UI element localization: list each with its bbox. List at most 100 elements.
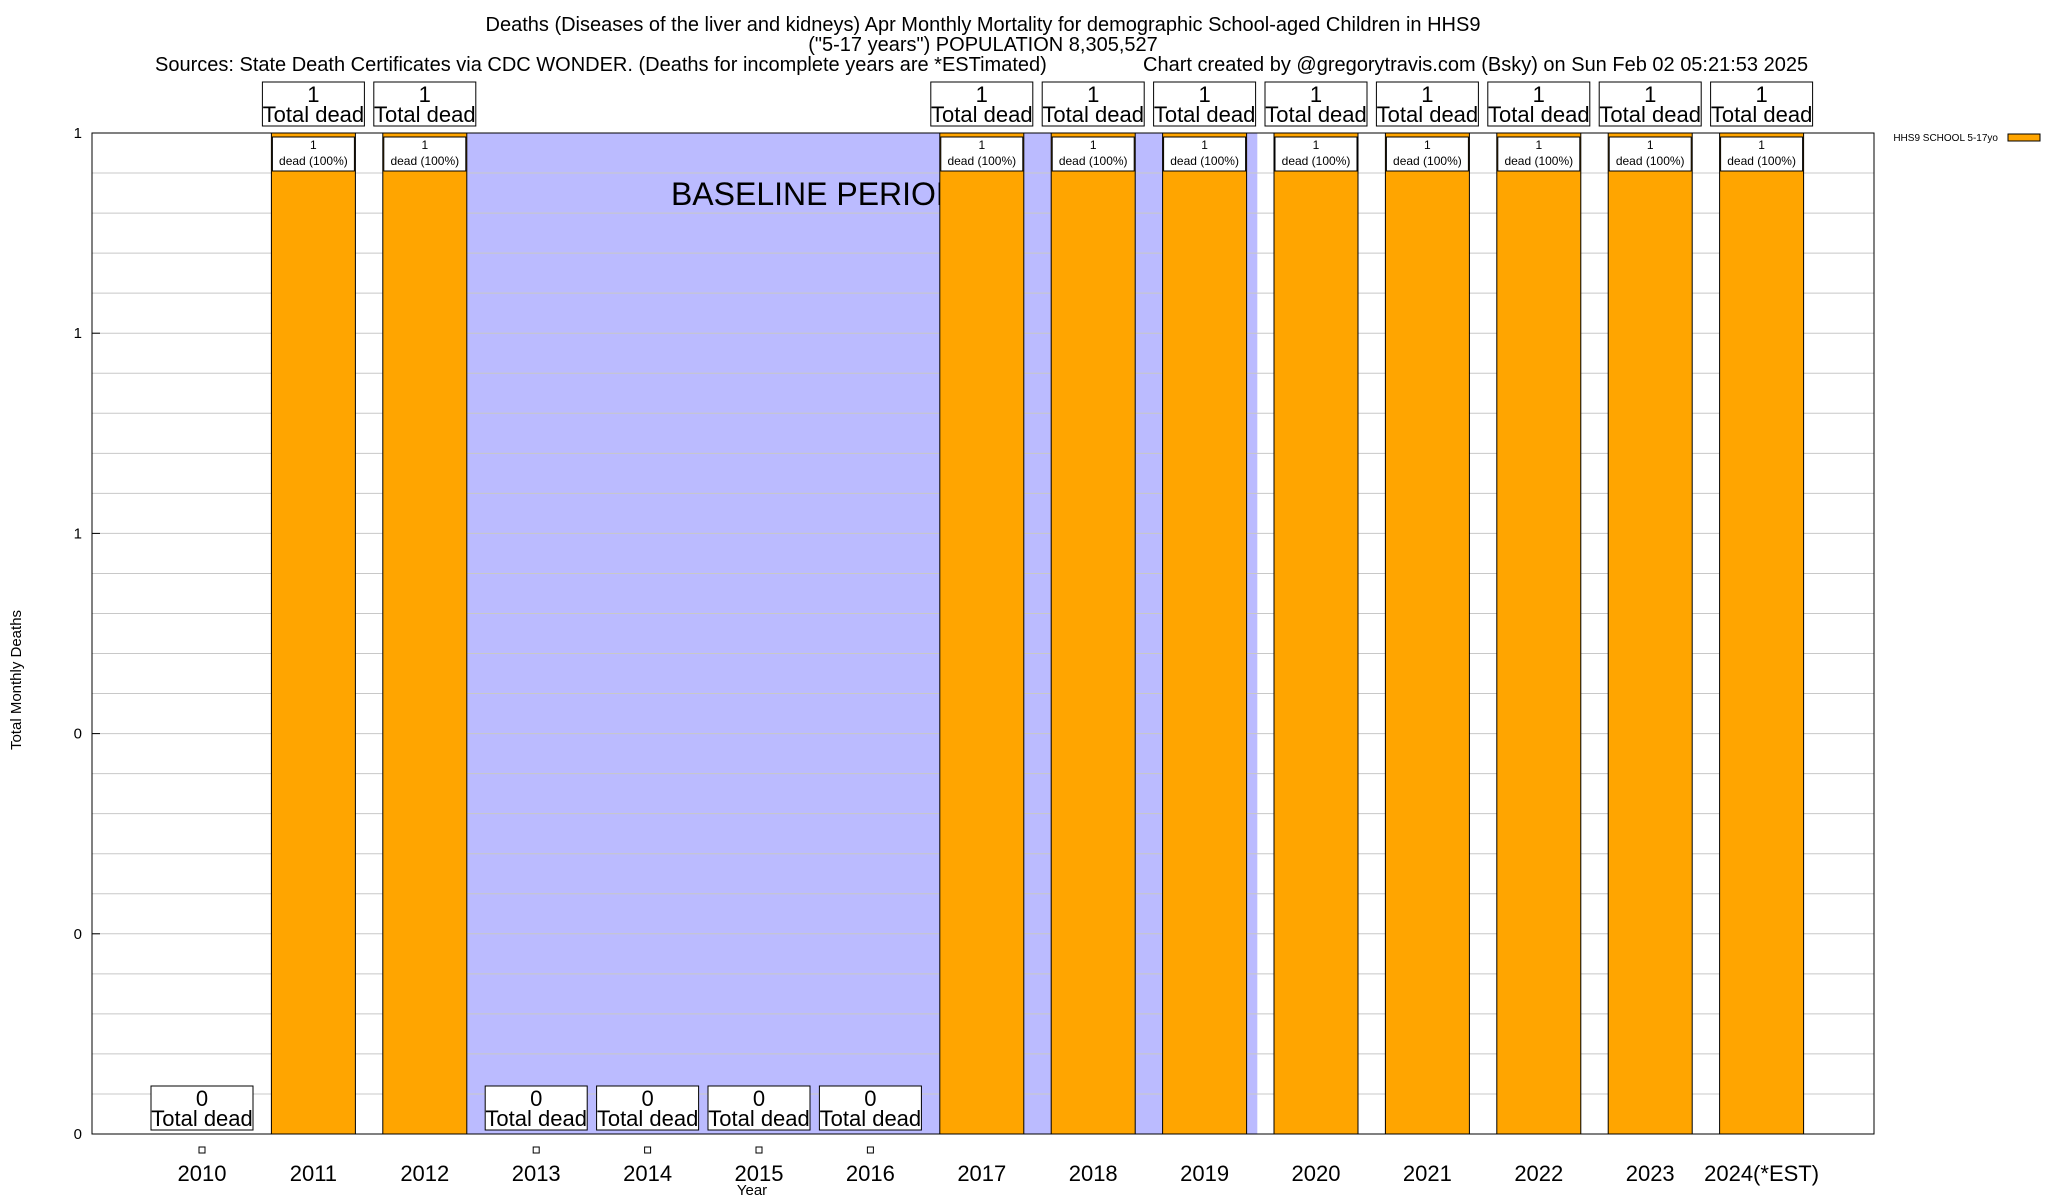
bar-inner-label-box (1385, 136, 1469, 172)
x-tick-label: 2023 (1626, 1161, 1675, 1186)
zero-marker (755, 1146, 763, 1154)
total-label-value: 1 (1755, 82, 1767, 107)
bar-inner-label: dead (100%) (1727, 154, 1796, 168)
x-tick-label: 2012 (400, 1161, 449, 1186)
bar-inner-label: dead (100%) (1059, 154, 1128, 168)
y-tick-label: 0 (74, 926, 82, 943)
total-label-value: 1 (419, 82, 431, 107)
total-label-box (1710, 81, 1814, 127)
total-label-box (150, 1085, 254, 1131)
chart-credit: Chart created by @gregorytravis.com (Bsk… (1143, 54, 1808, 76)
x-tick-label: 2024(*EST) (1704, 1161, 1819, 1186)
bar-inner-label: dead (100%) (279, 154, 348, 168)
x-tick-label: 2018 (1069, 1161, 1118, 1186)
total-label-text: Total dead (263, 102, 365, 127)
bar-inner-label-box (1051, 136, 1135, 172)
total-label-box (1041, 81, 1145, 127)
bar (1719, 132, 1805, 1135)
legend-swatch (2007, 133, 2041, 142)
bar-inner-label-box (940, 136, 1024, 172)
bar-inner-label-box (1163, 136, 1247, 172)
bar-inner-label: dead (100%) (390, 154, 459, 168)
bar-inner-label-box (1497, 136, 1581, 172)
total-label-box (1264, 81, 1368, 127)
bar-inner-value: 1 (1535, 138, 1542, 152)
bar-inner-label: dead (100%) (1504, 154, 1573, 168)
total-label-box (1153, 81, 1257, 127)
bar-inner-label-box (271, 136, 355, 172)
x-tick-label: 2016 (846, 1161, 895, 1186)
bar-inner-value: 1 (421, 138, 428, 152)
chart-subtitle: ("5-17 years") POPULATION 8,305,527 (808, 34, 1158, 56)
bar-inner-label: dead (100%) (1170, 154, 1239, 168)
total-label-box (1598, 81, 1702, 127)
y-tick-label: 0 (74, 726, 82, 743)
total-label-box (1487, 81, 1591, 127)
total-label-box (707, 1085, 811, 1131)
bar-inner-value: 1 (1090, 138, 1097, 152)
total-label-value: 1 (307, 82, 319, 107)
total-label-text: Total dead (597, 1106, 699, 1131)
total-label-text: Total dead (1377, 102, 1479, 127)
chart-title: Deaths (Diseases of the liver and kidney… (486, 14, 1481, 36)
total-label-value: 0 (196, 1086, 208, 1111)
baseline-label: BASELINE PERIOD (671, 176, 959, 212)
bar (939, 132, 1025, 1135)
total-label-text: Total dead (1599, 102, 1701, 127)
bar-inner-value: 1 (1424, 138, 1431, 152)
bar-inner-label-box (1720, 136, 1804, 172)
bar-inner-label: dead (100%) (1282, 154, 1351, 168)
zero-marker (866, 1146, 874, 1154)
total-label-text: Total dead (485, 1106, 587, 1131)
total-label-text: Total dead (374, 102, 476, 127)
y-tick-label: 1 (74, 125, 82, 142)
total-label-value: 1 (1533, 82, 1545, 107)
x-tick-label: 2010 (178, 1161, 227, 1186)
bar-inner-label: dead (100%) (1616, 154, 1685, 168)
total-label-box (373, 81, 477, 127)
total-label-value: 1 (976, 82, 988, 107)
bar (1384, 132, 1470, 1135)
y-tick-label: 0 (74, 1126, 82, 1143)
total-label-value: 0 (753, 1086, 765, 1111)
bar-inner-label-box (1274, 136, 1358, 172)
total-label-text: Total dead (1488, 102, 1590, 127)
bar-inner-value: 1 (1201, 138, 1208, 152)
total-label-text: Total dead (1265, 102, 1367, 127)
total-label-box (818, 1085, 922, 1131)
total-label-text: Total dead (931, 102, 1033, 127)
y-tick-label: 1 (74, 325, 82, 342)
bar-inner-label: dead (100%) (947, 154, 1016, 168)
bar-inner-label-box (1608, 136, 1692, 172)
x-tick-label: 2013 (512, 1161, 561, 1186)
bar (1162, 132, 1248, 1135)
x-tick-label: 2021 (1403, 1161, 1452, 1186)
total-label-box (930, 81, 1034, 127)
title-group: Deaths (Diseases of the liver and kidney… (155, 14, 1808, 76)
total-label-text: Total dead (1154, 102, 1256, 127)
x-tick-label: 2015 (735, 1161, 784, 1186)
bar-inner-value: 1 (1313, 138, 1320, 152)
plot-border (91, 132, 1875, 1135)
bar-inner-value: 1 (1758, 138, 1765, 152)
zero-marker (532, 1146, 540, 1154)
zero-marker (644, 1146, 652, 1154)
total-label-value: 1 (1087, 82, 1099, 107)
total-label-value: 0 (641, 1086, 653, 1111)
bar (382, 132, 468, 1135)
bar (1050, 132, 1136, 1135)
chart-source: Sources: State Death Certificates via CD… (155, 54, 1047, 76)
y-tick-label: 1 (74, 525, 82, 542)
x-tick-label: 2017 (957, 1161, 1006, 1186)
total-label-box (1375, 81, 1479, 127)
x-tick-label: 2011 (290, 1161, 337, 1186)
total-label-box (596, 1085, 700, 1131)
x-axis-label: Year (737, 1182, 767, 1199)
legend-label: HHS9 SCHOOL 5-17yo (1893, 133, 1998, 144)
bar-inner-label: dead (100%) (1393, 154, 1462, 168)
y-axis-label: Total Monthly Deaths (8, 610, 25, 750)
bar (1496, 132, 1582, 1135)
total-label-value: 1 (1198, 82, 1210, 107)
total-label-text: Total dead (151, 1106, 253, 1131)
